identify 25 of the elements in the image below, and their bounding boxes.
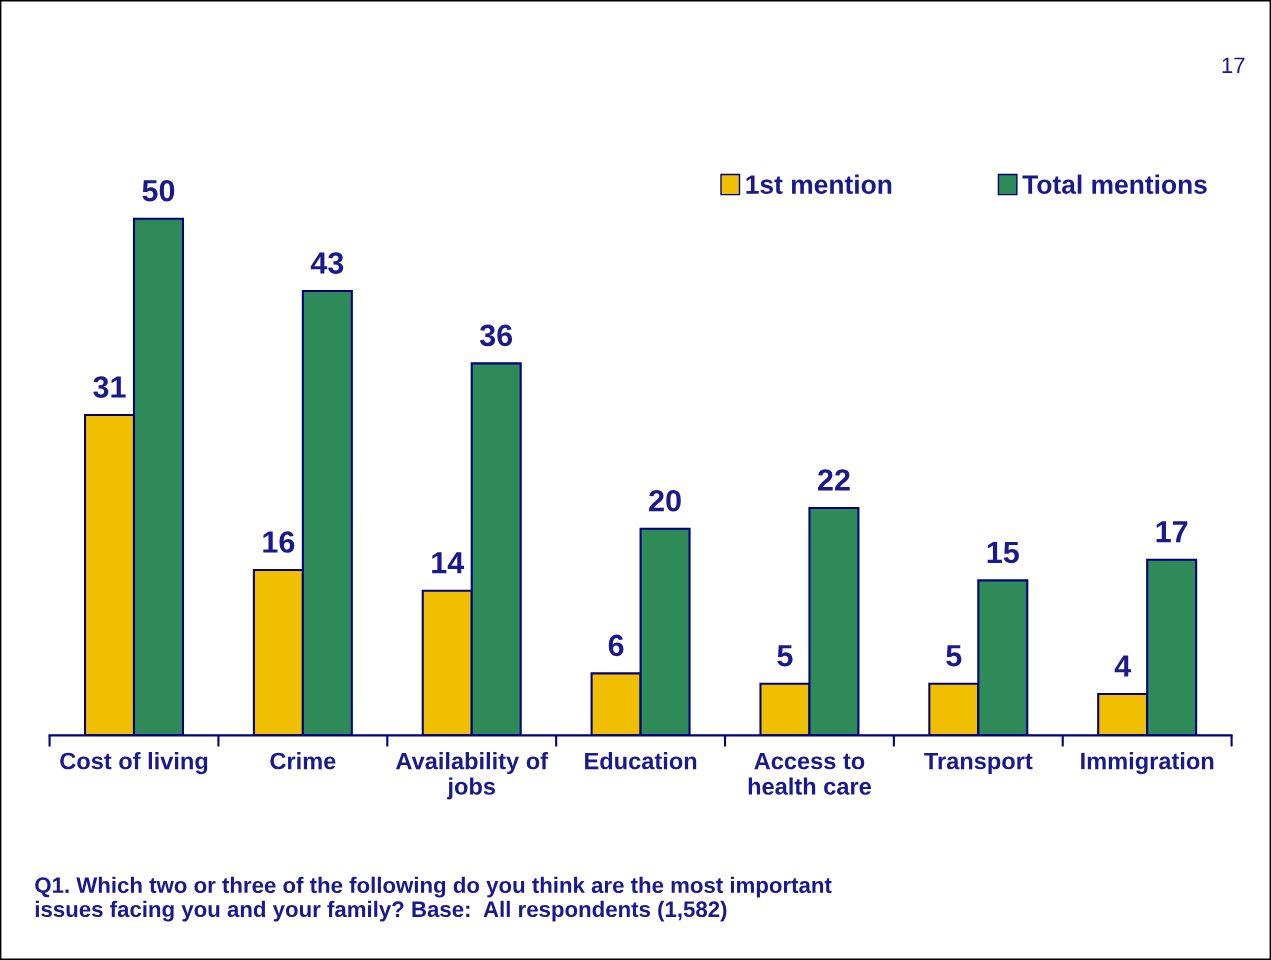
data-label: 14 — [432, 552, 465, 574]
data-label: 6 — [608, 634, 624, 657]
x-tick-label: Crime — [270, 752, 336, 770]
data-label: 22 — [818, 469, 850, 491]
data-label: 50 — [142, 179, 175, 202]
data-label: 36 — [479, 324, 513, 347]
data-label: 5 — [777, 645, 793, 667]
data-label: 31 — [93, 376, 126, 398]
x-tick-label: Transport — [924, 752, 1033, 775]
data-label: 17 — [1156, 521, 1188, 543]
legend-label: 1st mention — [746, 174, 892, 194]
x-tick-label: Access to health care — [748, 752, 871, 795]
data-label: 20 — [649, 489, 681, 512]
x-tick-label: Education — [585, 752, 697, 770]
x-tick-label: Availability of jobs — [396, 752, 549, 800]
x-tick-label: Cost of living — [60, 752, 208, 775]
legend-label: Total mentions — [1022, 174, 1207, 194]
data-label: 4 — [1114, 655, 1132, 677]
data-label: 16 — [263, 531, 295, 553]
data-label: 43 — [310, 252, 344, 274]
data-label: 15 — [987, 541, 1019, 564]
text: Q1. Which two or three of the following do you think are the most important issues facing you and your family? Base: All respondents (1,582) — [35, 876, 832, 922]
text: 17 — [1222, 57, 1245, 73]
x-tick-label: Immigration — [1081, 752, 1214, 775]
data-label: 5 — [946, 645, 962, 667]
